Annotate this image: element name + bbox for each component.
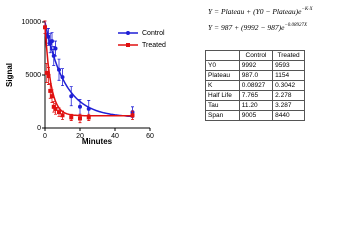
table-cell: Y0	[205, 60, 240, 71]
table-cell: Plateau	[205, 70, 240, 81]
table-cell: Control	[238, 50, 274, 61]
table-row: Control Treated	[205, 50, 305, 61]
marker	[50, 39, 54, 44]
table-cell	[205, 50, 240, 61]
table-row: Tau 11.20 3.287	[205, 100, 305, 111]
table-cell: K	[205, 80, 240, 91]
marker	[130, 113, 135, 118]
table-cell: 9593	[272, 60, 305, 71]
marker	[69, 115, 74, 120]
y-axis-label: Signal	[5, 63, 14, 87]
table-row: Y0 9992 9593	[205, 60, 305, 71]
legend-marker	[126, 31, 130, 35]
equation: Y = Plateau + (Y0 − Plateau)e−K·X	[208, 7, 313, 16]
table-cell: 0.3042	[272, 80, 305, 91]
x-tick-label: 40	[111, 133, 119, 140]
table-cell: 0.08927	[238, 80, 274, 91]
table-cell: 987.0	[238, 70, 274, 81]
marker	[78, 104, 82, 109]
marker	[53, 106, 58, 111]
marker	[69, 94, 74, 99]
marker	[78, 116, 82, 121]
marker	[86, 106, 91, 111]
marker	[53, 46, 58, 51]
table-cell: 8440	[272, 110, 305, 121]
table-cell: 3.287	[272, 100, 305, 111]
legend-label: Treated	[142, 42, 166, 49]
legend-label: Control	[142, 30, 165, 37]
table-cell: Span	[205, 110, 240, 121]
table-body: Control Treated Y0 9992 9593 Plateau 987.0 1154…	[205, 50, 305, 121]
marker	[57, 67, 61, 72]
marker	[43, 25, 47, 30]
table-cell: 2.278	[272, 90, 305, 101]
marker	[48, 88, 53, 93]
marker	[51, 104, 56, 109]
x-tick-label: 60	[146, 133, 154, 140]
results-table: Control Treated Y0 9992 9593 Plateau 987.0 1154…	[205, 50, 305, 121]
table-cell: 9992	[238, 60, 274, 71]
table-cell: 11.20	[238, 100, 274, 111]
marker	[60, 75, 65, 80]
y-tick-label: 5000	[25, 72, 41, 79]
marker	[46, 34, 51, 39]
y-tick-label: 10000	[22, 19, 42, 26]
x-axis-label: Minutes	[82, 137, 113, 146]
table-row: Half Life 7.765 2.278	[205, 90, 305, 101]
table-cell: 9005	[238, 110, 274, 121]
table-cell: Tau	[205, 100, 240, 111]
marker	[50, 94, 54, 99]
legend-marker	[126, 43, 130, 47]
marker	[57, 110, 61, 115]
table-row: K 0.08927 0.3042	[205, 80, 305, 91]
table-row: Plateau 987.0 1154	[205, 70, 305, 81]
table-cell: Treated	[272, 50, 305, 61]
equations: Y = Plateau + (Y0 − Plateau)e−K·X Y = 98…	[208, 7, 313, 32]
table-cell: 7.765	[238, 90, 274, 101]
chart: Signal Minutes 0 5000 10000 0 20 40 60 Control T…	[5, 19, 166, 146]
table-row: Span 9005 8440	[205, 110, 305, 121]
marker	[86, 115, 91, 120]
x-tick-label: 20	[76, 133, 84, 140]
y-tick-label: 0	[37, 125, 41, 132]
page: Signal Minutes 0 5000 10000 0 20 40 60 Control T…	[5, 7, 313, 146]
marker	[46, 74, 51, 79]
marker	[44, 70, 49, 75]
marker	[51, 53, 56, 58]
marker	[60, 113, 65, 118]
equation: Y = 987 + (9992 − 987)e−0.08927X	[208, 23, 308, 32]
x-tick-label: 0	[43, 133, 47, 140]
table-cell: Half Life	[205, 90, 240, 101]
table-cell: 1154	[272, 70, 305, 81]
